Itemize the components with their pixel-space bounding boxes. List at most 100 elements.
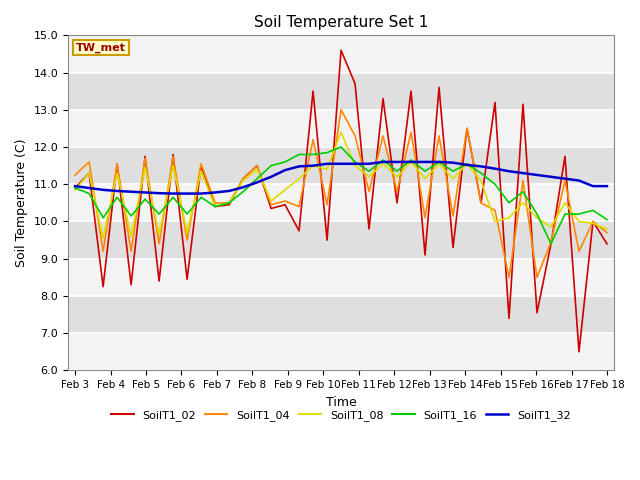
SoilT1_02: [589, 218, 597, 224]
SoilT1_16: [477, 170, 485, 176]
SoilT1_16: [603, 217, 611, 223]
Line: SoilT1_32: SoilT1_32: [75, 162, 607, 193]
SoilT1_16: [127, 213, 135, 219]
SoilT1_16: [463, 161, 471, 167]
SoilT1_32: [323, 161, 331, 167]
Bar: [68, 221, 614, 259]
SoilT1_32: [113, 188, 121, 194]
SoilT1_08: [253, 167, 261, 172]
SoilT1_04: [491, 207, 499, 213]
Bar: [68, 147, 614, 184]
SoilT1_32: [268, 174, 275, 180]
SoilT1_08: [393, 174, 401, 180]
SoilT1_16: [169, 194, 177, 200]
SoilT1_04: [351, 133, 359, 139]
SoilT1_02: [603, 241, 611, 247]
SoilT1_02: [477, 200, 485, 206]
SoilT1_02: [113, 161, 121, 167]
SoilT1_16: [589, 207, 597, 213]
SoilT1_16: [491, 181, 499, 187]
SoilT1_08: [463, 161, 471, 167]
Y-axis label: Soil Temperature (C): Soil Temperature (C): [15, 139, 28, 267]
SoilT1_16: [323, 150, 331, 156]
SoilT1_02: [547, 241, 555, 247]
SoilT1_04: [533, 275, 541, 280]
SoilT1_16: [141, 196, 149, 202]
SoilT1_04: [197, 161, 205, 167]
SoilT1_02: [295, 228, 303, 234]
SoilT1_08: [183, 230, 191, 236]
SoilT1_32: [239, 184, 247, 190]
SoilT1_32: [477, 164, 485, 169]
SoilT1_32: [393, 159, 401, 165]
SoilT1_32: [141, 190, 149, 195]
SoilT1_32: [351, 161, 359, 167]
SoilT1_16: [351, 159, 359, 165]
SoilT1_04: [85, 159, 93, 165]
SoilT1_16: [547, 241, 555, 247]
SoilT1_08: [449, 176, 457, 181]
SoilT1_04: [603, 230, 611, 236]
SoilT1_08: [589, 220, 597, 226]
SoilT1_32: [603, 183, 611, 189]
SoilT1_04: [393, 189, 401, 194]
SoilT1_02: [239, 176, 247, 181]
SoilT1_02: [225, 202, 233, 208]
SoilT1_04: [337, 107, 345, 113]
SoilT1_04: [141, 156, 149, 161]
SoilT1_32: [435, 159, 443, 165]
SoilT1_32: [365, 161, 373, 167]
SoilT1_04: [477, 200, 485, 206]
SoilT1_04: [113, 161, 121, 167]
SoilT1_16: [379, 157, 387, 163]
SoilT1_04: [519, 178, 527, 183]
SoilT1_08: [547, 224, 555, 230]
SoilT1_02: [169, 152, 177, 157]
SoilT1_08: [268, 198, 275, 204]
SoilT1_04: [295, 204, 303, 209]
SoilT1_08: [603, 226, 611, 232]
SoilT1_04: [127, 249, 135, 254]
SoilT1_04: [281, 198, 289, 204]
SoilT1_16: [435, 159, 443, 165]
SoilT1_32: [253, 180, 261, 185]
SoilT1_02: [505, 315, 513, 321]
SoilT1_08: [435, 161, 443, 167]
SoilT1_08: [197, 168, 205, 174]
SoilT1_32: [211, 190, 219, 195]
SoilT1_08: [421, 176, 429, 181]
SoilT1_08: [379, 161, 387, 167]
SoilT1_08: [295, 176, 303, 181]
SoilT1_32: [169, 191, 177, 196]
SoilT1_32: [85, 185, 93, 191]
Title: Soil Temperature Set 1: Soil Temperature Set 1: [254, 15, 428, 30]
Bar: [68, 184, 614, 221]
SoilT1_02: [421, 252, 429, 258]
SoilT1_16: [197, 194, 205, 200]
Legend: SoilT1_02, SoilT1_04, SoilT1_08, SoilT1_16, SoilT1_32: SoilT1_02, SoilT1_04, SoilT1_08, SoilT1_…: [107, 405, 575, 425]
SoilT1_16: [85, 191, 93, 196]
Bar: [68, 110, 614, 147]
SoilT1_08: [281, 187, 289, 193]
SoilT1_04: [435, 133, 443, 139]
SoilT1_02: [449, 245, 457, 251]
SoilT1_32: [337, 161, 345, 167]
SoilT1_16: [211, 204, 219, 209]
SoilT1_08: [519, 200, 527, 206]
SoilT1_16: [295, 152, 303, 157]
SoilT1_02: [519, 101, 527, 107]
SoilT1_02: [379, 96, 387, 101]
SoilT1_02: [309, 88, 317, 94]
SoilT1_04: [183, 237, 191, 243]
SoilT1_04: [463, 126, 471, 132]
SoilT1_08: [225, 200, 233, 206]
SoilT1_16: [183, 211, 191, 217]
SoilT1_04: [365, 189, 373, 194]
SoilT1_32: [575, 178, 583, 183]
SoilT1_32: [491, 166, 499, 171]
SoilT1_32: [533, 172, 541, 178]
SoilT1_04: [225, 200, 233, 206]
SoilT1_32: [421, 159, 429, 165]
Bar: [68, 36, 614, 72]
SoilT1_32: [197, 191, 205, 196]
